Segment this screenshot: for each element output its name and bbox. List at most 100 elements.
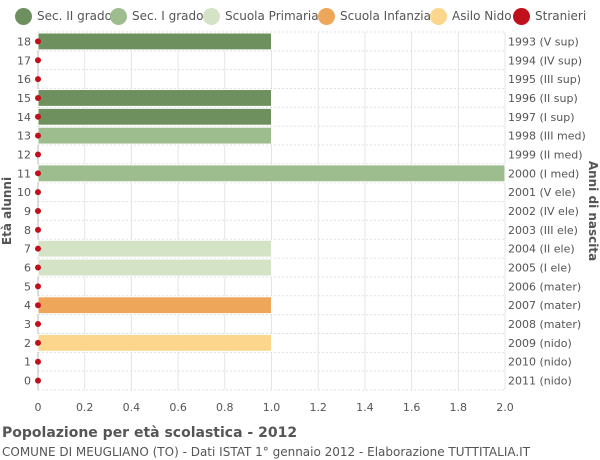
stranieri-marker-5: [35, 283, 41, 290]
y-tick-label-age: 15: [17, 92, 31, 105]
y-tick-label-birth-year: 1994 (IV sup): [508, 54, 582, 67]
x-tick-label: 0.4: [123, 401, 141, 414]
legend-label-stranieri: Stranieri: [535, 9, 587, 23]
y-tick-label-birth-year: 2000 (I med): [508, 167, 579, 180]
stranieri-marker-3: [35, 321, 41, 328]
x-tick-label: 1.2: [309, 401, 327, 414]
chart-subtitle: COMUNE DI MEUGLIANO (TO) - Dati ISTAT 1°…: [2, 445, 531, 459]
y-tick-label-birth-year: 2009 (nido): [508, 337, 572, 350]
legend-swatch-sec-ii-grado: [15, 7, 32, 25]
y-tick-label-age: 3: [24, 318, 31, 331]
y-tick-label-age: 16: [17, 73, 31, 86]
stranieri-marker-14: [35, 113, 41, 120]
y-tick-label-age: 12: [17, 148, 31, 161]
y-tick-label-birth-year: 2005 (I ele): [508, 262, 571, 275]
stranieri-marker-11: [35, 170, 41, 177]
y-tick-label-age: 6: [24, 262, 31, 275]
stranieri-marker-0: [35, 377, 41, 384]
stranieri-marker-18: [35, 38, 41, 45]
y-tick-label-birth-year: 2010 (nido): [508, 356, 572, 369]
y-tick-label-age: 7: [24, 243, 31, 256]
legend-item-sec-i-grado: Sec. I grado: [110, 7, 203, 25]
stranieri-marker-6: [35, 264, 41, 271]
stranieri-marker-8: [35, 226, 41, 233]
bar-age-13: [37, 126, 272, 145]
y-tick-label-age: 18: [17, 35, 31, 48]
y-tick-label-birth-year: 2003 (III ele): [508, 224, 578, 237]
x-tick-label: 1.6: [403, 401, 421, 414]
legend-label-sec-i-grado: Sec. I grado: [132, 9, 204, 23]
stranieri-marker-15: [35, 94, 41, 101]
x-tick-label: 0.8: [216, 401, 234, 414]
stranieri-marker-13: [35, 132, 41, 139]
legend-label-scuola-infanzia: Scuola Infanzia: [340, 9, 431, 23]
y-tick-label-birth-year: 2006 (mater): [508, 280, 581, 293]
bar-age-18: [37, 32, 272, 51]
x-tick-label: 1.0: [263, 401, 281, 414]
bar-age-11: [37, 164, 506, 183]
legend-item-scuola-primaria: Scuola Primaria: [203, 7, 319, 25]
y-tick-label-age: 13: [17, 130, 31, 143]
legend-swatch-asilo-nido: [430, 7, 447, 25]
y-tick-label-age: 14: [17, 111, 31, 124]
stranieri-marker-17: [35, 57, 41, 64]
y-tick-label-birth-year: 1999 (II med): [508, 148, 583, 161]
stranieri-marker-16: [35, 76, 41, 83]
y-tick-label-birth-year: 2002 (IV ele): [508, 205, 579, 218]
y-tick-label-age: 8: [24, 224, 31, 237]
stranieri-marker-2: [35, 339, 41, 346]
y-tick-label-birth-year: 1998 (III med): [508, 130, 586, 143]
y-axis-title-right: Anni di nascita: [586, 161, 600, 261]
y-tick-label-birth-year: 1993 (V sup): [508, 35, 579, 48]
bar-age-2: [37, 333, 272, 352]
x-tick-label: 2.0: [496, 401, 514, 414]
x-tick-label: 0.2: [76, 401, 94, 414]
legend-label-scuola-primaria: Scuola Primaria: [225, 9, 319, 23]
stranieri-marker-12: [35, 151, 41, 158]
y-tick-label-age: 11: [17, 167, 31, 180]
y-tick-label-age: 4: [24, 299, 31, 312]
bar-age-14: [37, 107, 272, 126]
y-tick-label-birth-year: 1997 (I sup): [508, 111, 575, 124]
y-tick-label-birth-year: 1996 (II sup): [508, 92, 578, 105]
chart-title: Popolazione per età scolastica - 2012: [2, 425, 298, 441]
bar-age-7: [37, 239, 272, 258]
legend-swatch-sec-i-grado: [110, 7, 127, 25]
legend-swatch-scuola-infanzia: [318, 7, 335, 25]
y-tick-label-age: 9: [24, 205, 31, 218]
y-tick-label-age: 2: [24, 337, 31, 350]
y-axis-title-left: Età alunni: [0, 177, 14, 245]
legend-item-asilo-nido: Asilo Nido: [430, 7, 512, 25]
x-tick-label: 1.4: [356, 401, 374, 414]
y-tick-label-age: 1: [24, 356, 31, 369]
x-tick-label: 0.6: [169, 401, 187, 414]
legend-item-stranieri: Stranieri: [513, 7, 586, 25]
legend-item-sec-ii-grado: Sec. II grado: [15, 7, 112, 25]
y-tick-label-age: 0: [24, 375, 31, 388]
y-tick-label-age: 10: [17, 186, 31, 199]
y-tick-label-birth-year: 2011 (nido): [508, 375, 572, 388]
legend-swatch-stranieri: [513, 7, 530, 25]
stranieri-marker-9: [35, 208, 41, 214]
y-tick-label-birth-year: 2001 (V ele): [508, 186, 576, 199]
stranieri-marker-10: [35, 189, 41, 196]
x-tick-label: 0: [35, 401, 42, 414]
stranieri-marker-4: [35, 302, 41, 309]
y-tick-label-birth-year: 2008 (mater): [508, 318, 581, 331]
legend-swatch-scuola-primaria: [203, 7, 220, 25]
y-tick-label-age: 5: [24, 280, 31, 293]
y-tick-label-birth-year: 2007 (mater): [508, 299, 581, 312]
y-tick-label-birth-year: 1995 (III sup): [508, 73, 581, 86]
x-tick-label: 1.8: [450, 401, 468, 414]
legend-item-scuola-infanzia: Scuola Infanzia: [318, 7, 431, 25]
bar-age-15: [37, 89, 272, 107]
legend: Sec. II grado Sec. I grado Scuola Primar…: [0, 0, 600, 32]
y-tick-label-birth-year: 2004 (II ele): [508, 243, 575, 256]
bar-age-6: [37, 258, 272, 277]
bar-age-4: [37, 296, 272, 315]
stranieri-marker-1: [35, 358, 41, 365]
legend-label-asilo-nido: Asilo Nido: [452, 9, 512, 23]
legend-label-sec-ii-grado: Sec. II grado: [37, 9, 112, 23]
y-tick-label-age: 17: [17, 54, 31, 67]
